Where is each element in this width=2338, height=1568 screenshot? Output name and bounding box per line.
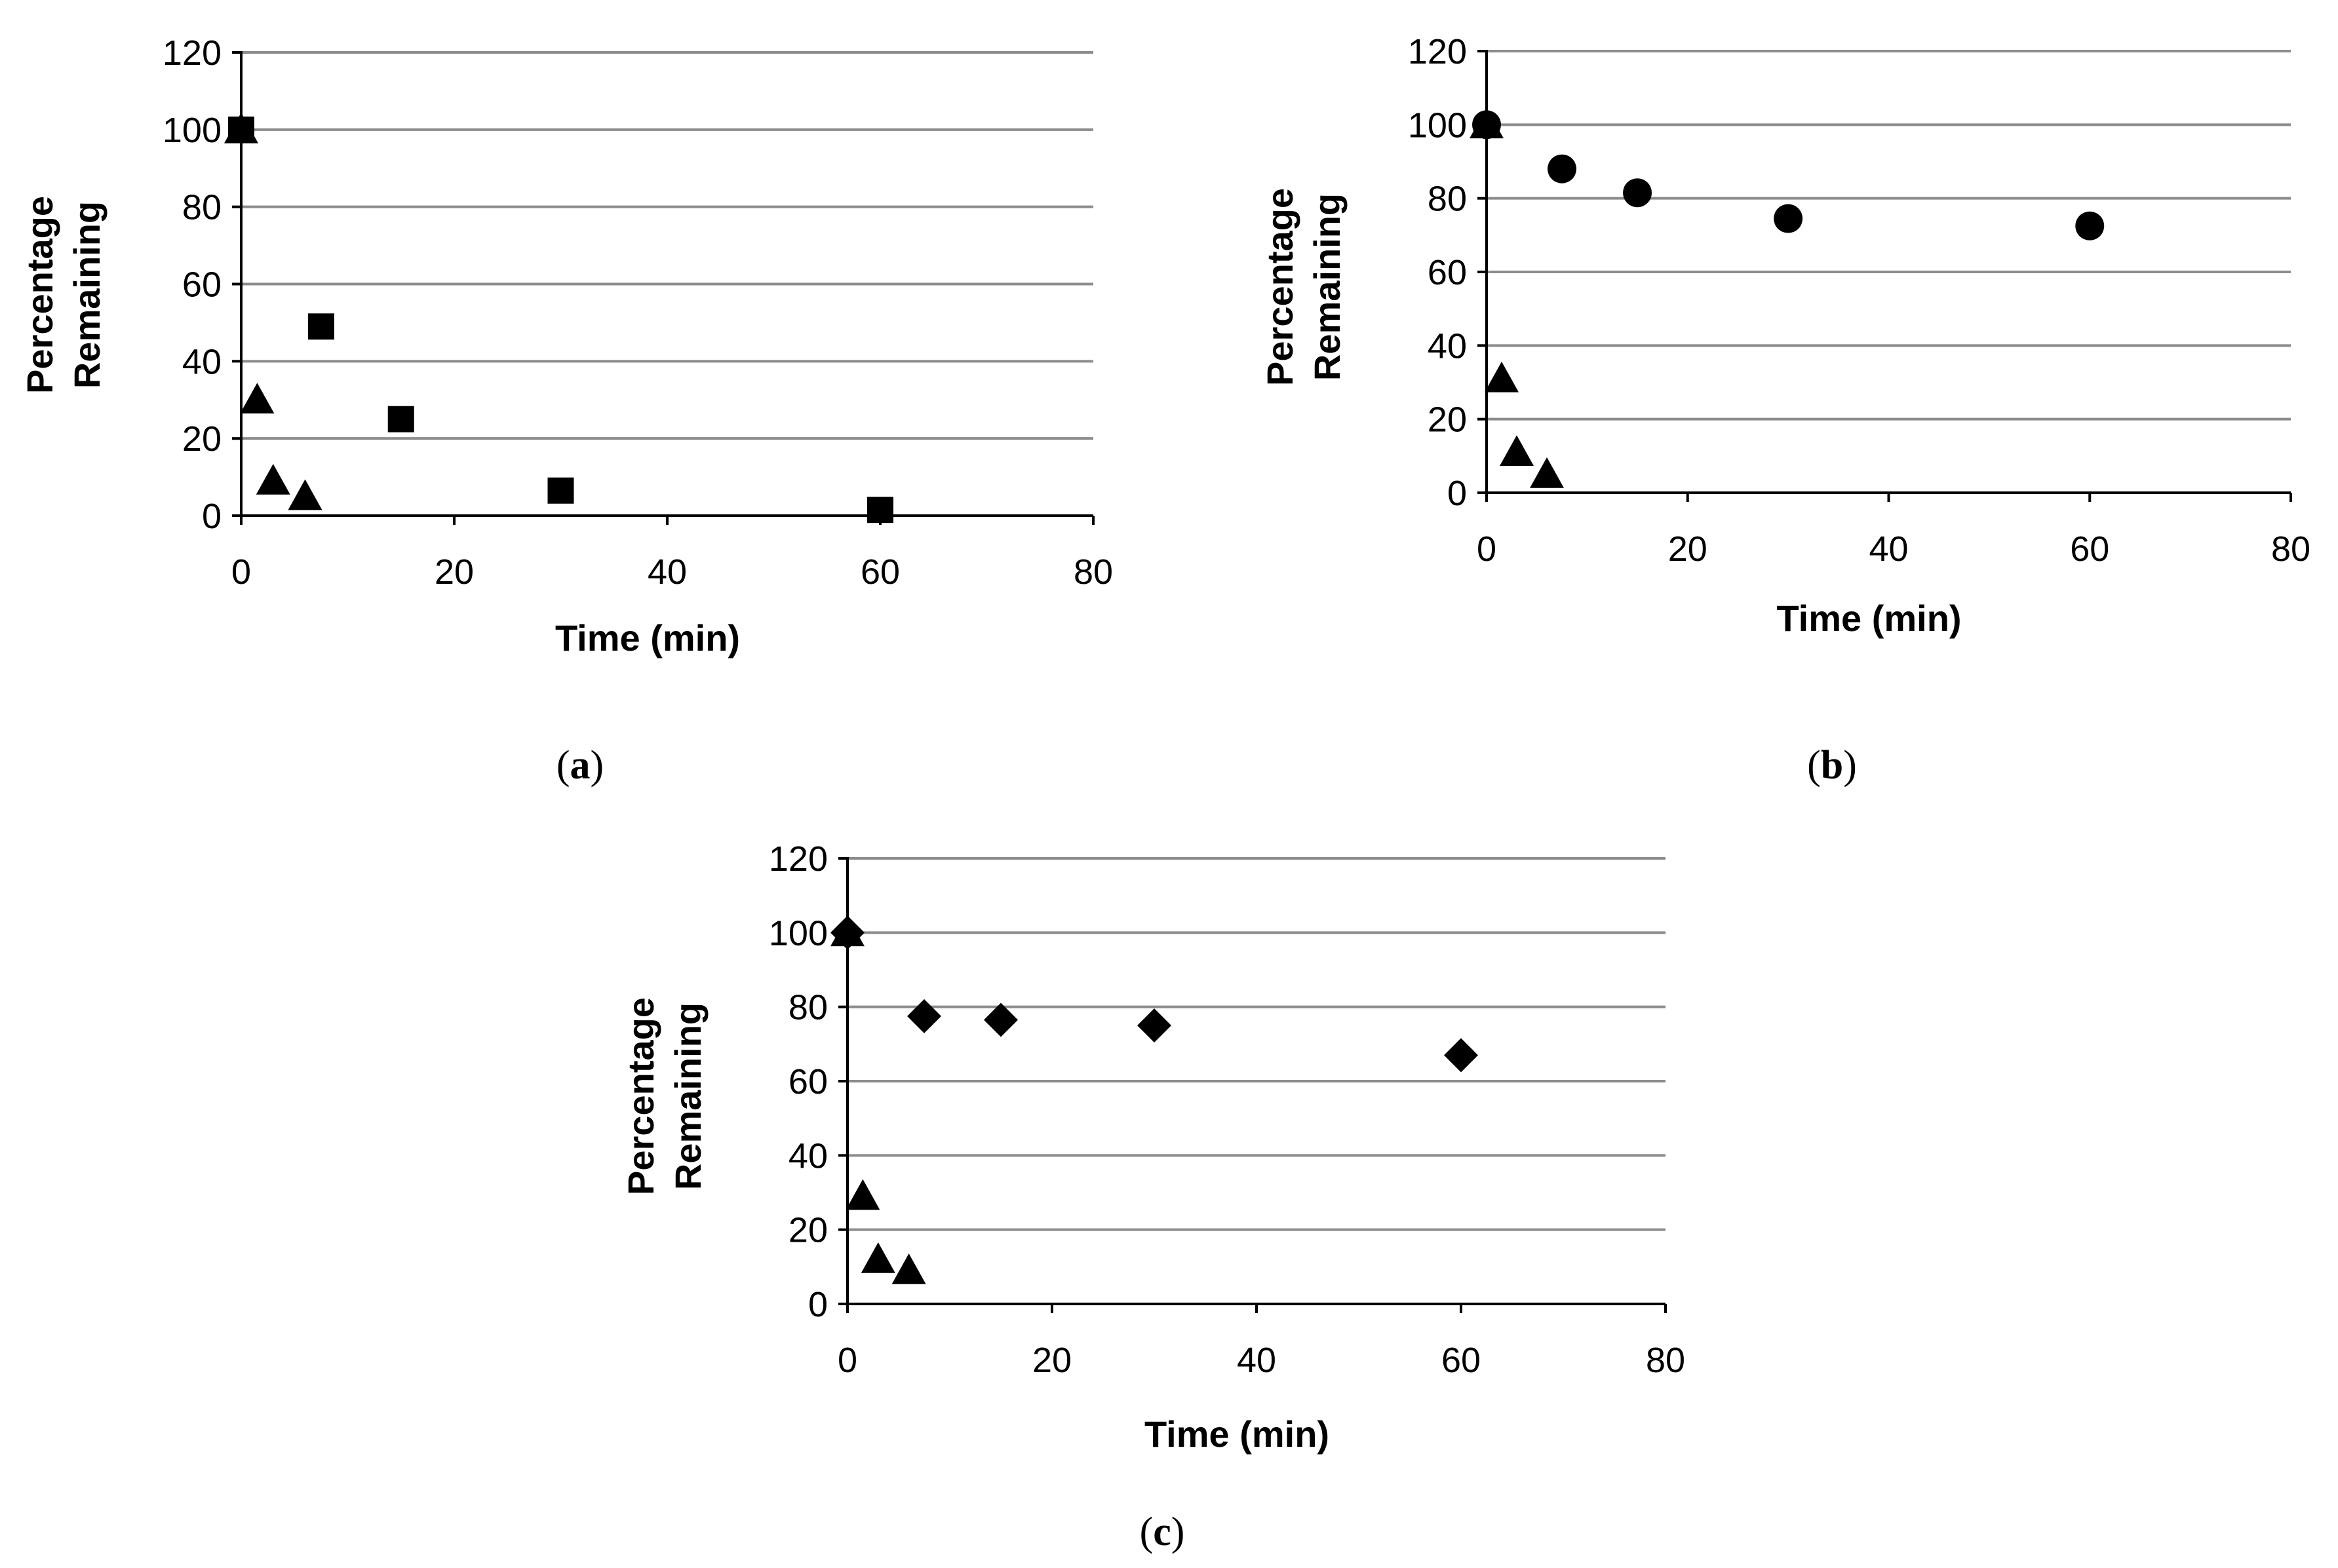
data-point-diamond <box>1444 1038 1478 1073</box>
y-tick-label: 80 <box>1428 180 1467 219</box>
panel-caption-letter: c <box>1153 1510 1171 1554</box>
x-tick-label: 0 <box>231 552 251 592</box>
x-tick-label: 0 <box>1477 529 1496 569</box>
data-point-diamond <box>984 1003 1018 1037</box>
x-tick-label: 40 <box>648 552 687 592</box>
chart-panel-a: 0 20 40 60 80 100 120 0 20 40 60 80 Time (min) Percen… <box>19 33 1113 788</box>
y-tick-label: 20 <box>1428 400 1467 440</box>
y-tick-label: 100 <box>163 111 222 150</box>
x-tick-label: 80 <box>1646 1341 1685 1380</box>
y-tick-label: 0 <box>202 497 222 536</box>
data-point-square <box>867 497 893 524</box>
panel-caption-letter: a <box>570 743 591 788</box>
x-tick-label: 60 <box>2070 529 2109 569</box>
data-point-triangle <box>240 383 275 414</box>
data-point-triangle <box>288 479 322 510</box>
y-axis-title-line: Remaining <box>667 1003 709 1190</box>
y-tick-label: 100 <box>1408 105 1467 145</box>
data-point-circle <box>1548 154 1577 183</box>
y-tick-label: 40 <box>789 1136 828 1176</box>
y-tick-label: 40 <box>182 342 222 381</box>
x-axis-title: Time (min) <box>555 617 740 659</box>
y-tick-label: 80 <box>182 188 222 227</box>
y-axis-title-line: Percentage <box>19 196 60 394</box>
x-tick-label: 20 <box>1668 529 1707 569</box>
x-tick-label: 60 <box>861 552 900 592</box>
data-point-diamond <box>1137 1008 1171 1042</box>
y-tick-label: 120 <box>1408 32 1467 71</box>
x-tick-label: 20 <box>435 552 474 592</box>
x-tick-label: 40 <box>1237 1341 1276 1380</box>
x-axis-title: Time (min) <box>1144 1413 1329 1455</box>
data-point-circle <box>2075 211 2105 240</box>
data-point-square <box>547 477 574 504</box>
y-tick-label: 60 <box>182 265 222 305</box>
panel-caption: (c) <box>1140 1510 1185 1554</box>
data-point-square <box>307 313 334 340</box>
y-tick-label: 60 <box>789 1062 828 1101</box>
x-tick-label: 80 <box>1074 552 1113 592</box>
y-axis-title-line: Remaining <box>66 201 107 389</box>
x-tick-label: 0 <box>838 1341 857 1380</box>
y-tick-label: 0 <box>808 1285 828 1324</box>
y-tick-label: 120 <box>163 33 222 73</box>
x-tick-label: 60 <box>1441 1341 1481 1380</box>
y-tick-label: 60 <box>1428 253 1467 292</box>
y-axis-title-line: Percentage <box>620 997 661 1195</box>
y-axis-title-line: Remaining <box>1306 193 1348 381</box>
x-tick-label: 20 <box>1032 1341 1072 1380</box>
y-tick-label: 20 <box>182 419 222 459</box>
panel-caption: (b) <box>1807 743 1857 788</box>
data-point-triangle <box>224 112 258 143</box>
chart-panel-c: 0 20 40 60 80 100 120 0 20 40 60 80 Time (min) Percen… <box>620 839 1685 1554</box>
data-point-triangle <box>1530 457 1565 488</box>
y-tick-label: 80 <box>789 988 828 1027</box>
y-tick-label: 40 <box>1428 326 1467 366</box>
x-axis-title: Time (min) <box>1776 598 1961 639</box>
x-tick-label: 40 <box>1869 529 1908 569</box>
y-tick-label: 20 <box>789 1211 828 1250</box>
chart-panel-b: 0 20 40 60 80 100 120 0 20 40 60 80 Time (min) Percen… <box>1259 32 2310 788</box>
y-axis-title-line: Percentage <box>1259 188 1300 386</box>
x-tick-label: 80 <box>2271 529 2310 569</box>
data-point-circle <box>1774 204 1803 233</box>
data-point-triangle <box>861 1242 895 1273</box>
data-point-triangle <box>1485 361 1519 392</box>
data-point-triangle <box>891 1253 926 1284</box>
data-point-triangle <box>846 1179 880 1210</box>
panel-caption-letter: b <box>1821 743 1843 788</box>
y-tick-label: 120 <box>769 839 828 879</box>
data-point-circle <box>1623 178 1652 208</box>
y-tick-label: 100 <box>769 913 828 953</box>
y-tick-label: 0 <box>1447 474 1467 513</box>
data-point-triangle <box>1470 107 1504 139</box>
data-point-triangle <box>830 915 865 947</box>
data-point-square <box>387 406 414 432</box>
data-point-diamond <box>907 999 941 1033</box>
data-point-triangle <box>1500 435 1534 467</box>
panel-caption: (a) <box>556 743 604 788</box>
data-point-triangle <box>256 463 290 495</box>
